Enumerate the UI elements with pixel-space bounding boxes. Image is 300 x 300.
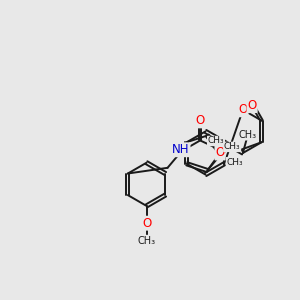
Text: O: O [215, 146, 225, 160]
Text: O: O [142, 217, 151, 230]
Text: O: O [248, 99, 257, 112]
Text: CH₃: CH₃ [224, 142, 240, 152]
Text: CH₃: CH₃ [208, 136, 224, 146]
Text: O: O [196, 114, 205, 128]
Text: NH: NH [172, 143, 190, 156]
Text: CH₃: CH₃ [238, 130, 256, 140]
Text: CH₃: CH₃ [226, 158, 243, 167]
Text: CH₃: CH₃ [137, 236, 156, 246]
Text: O: O [238, 103, 248, 116]
